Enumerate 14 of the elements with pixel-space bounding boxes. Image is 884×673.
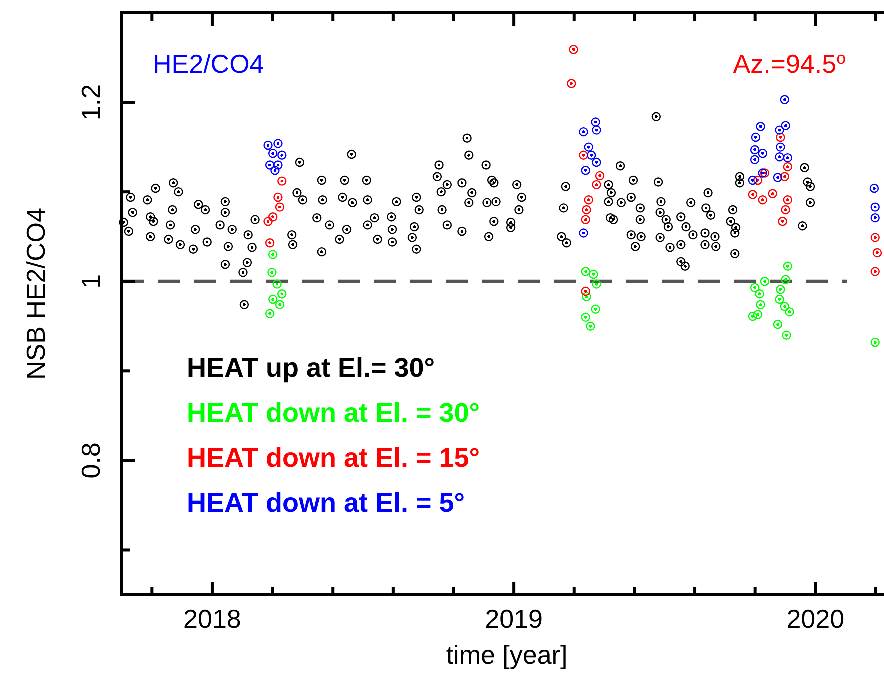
x-tick-label: 2020 — [786, 604, 845, 634]
text: HEAT up at El.= 30° — [187, 353, 436, 383]
y-tick-label: 0.8 — [76, 442, 106, 479]
text: HEAT down at El. = 5° — [187, 488, 466, 518]
annotation: HE2/CO4 — [153, 49, 264, 79]
annotation: Az.=94.5$^{o}$ — [733, 48, 846, 79]
x-tick-label: 2019 — [485, 604, 543, 634]
text: HEAT down at El. = 30° — [187, 398, 480, 428]
x-tick-label: 2018 — [184, 604, 242, 634]
y-tick-label: 1.2 — [76, 84, 106, 121]
text: HEAT down at El. = 15° — [187, 443, 480, 473]
y-tick-label: 1 — [76, 274, 106, 289]
y-axis-title: NSB HE2/CO4 — [21, 208, 51, 380]
x-axis-title: time [year] — [446, 640, 568, 670]
